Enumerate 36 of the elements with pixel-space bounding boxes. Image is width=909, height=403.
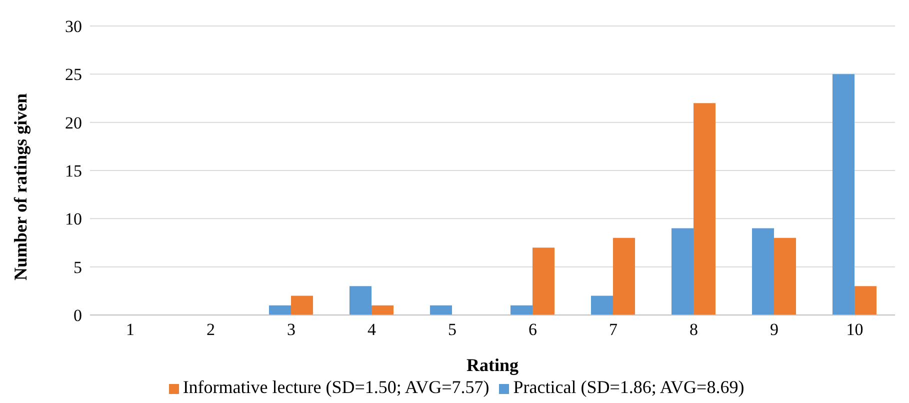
bar <box>694 103 716 315</box>
x-tick-label: 3 <box>287 320 296 340</box>
bar <box>291 296 313 315</box>
bar <box>832 74 854 315</box>
bar <box>430 305 452 315</box>
x-tick-label: 2 <box>206 320 215 340</box>
bar <box>532 248 554 315</box>
bar <box>854 286 876 315</box>
bar <box>613 238 635 315</box>
bar <box>372 305 394 315</box>
legend-label: Informative lecture (SD=1.50; AVG=7.57) <box>182 377 490 397</box>
y-tick-label: 0 <box>74 306 82 326</box>
y-tick-label: 15 <box>65 162 82 181</box>
x-tick-label: 8 <box>690 320 698 340</box>
x-axis-title: Rating <box>466 355 519 375</box>
bar <box>591 296 613 315</box>
y-tick-label: 5 <box>74 258 82 277</box>
bar <box>774 238 796 315</box>
y-axis-title: Number of ratings given <box>10 93 30 280</box>
x-tick-label: 9 <box>770 320 778 340</box>
y-tick-label: 10 <box>65 210 82 229</box>
x-tick-label: 6 <box>528 320 537 340</box>
x-tick-label: 10 <box>846 320 864 340</box>
y-tick-label: 25 <box>65 65 82 84</box>
bar <box>350 286 372 315</box>
x-tick-label: 5 <box>448 320 456 340</box>
y-tick-label: 30 <box>65 17 82 36</box>
bar <box>269 305 291 315</box>
x-tick-label: 1 <box>126 320 134 340</box>
legend-label: Practical (SD=1.86; AVG=8.69) <box>513 377 744 397</box>
x-tick-label: 4 <box>368 320 376 340</box>
x-tick-label: 7 <box>609 320 618 340</box>
y-tick-label: 20 <box>65 113 82 132</box>
bar <box>672 228 694 315</box>
bar <box>752 228 774 315</box>
bar <box>510 305 532 315</box>
